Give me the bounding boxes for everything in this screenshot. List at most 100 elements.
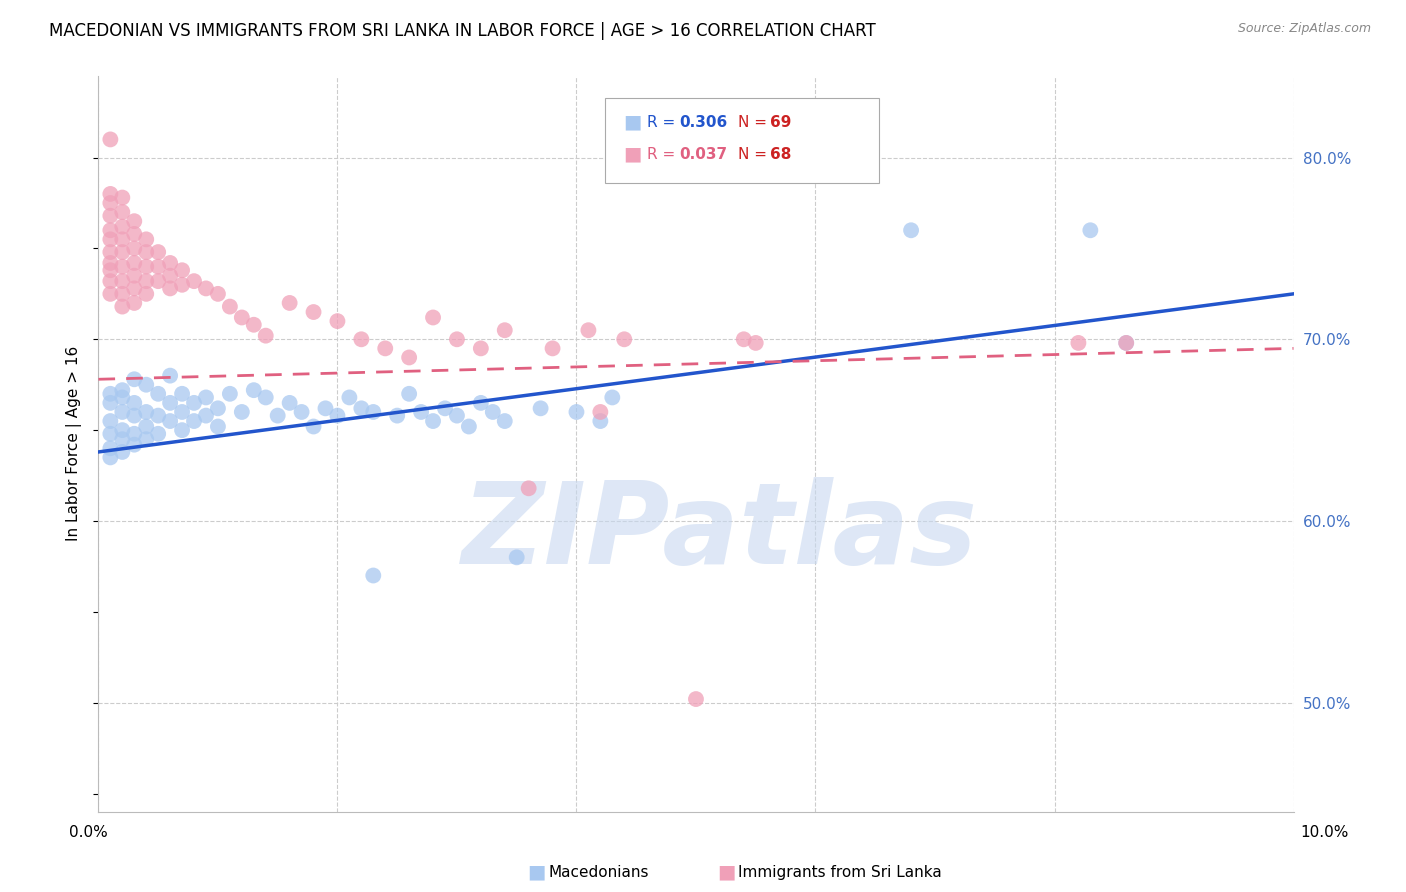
Point (124, 296, 146, 310)
Point (159, 256, 181, 270)
Point (98, 132, 122, 146)
Point (111, 245, 134, 260)
Point (111, 260, 134, 274)
Point (506, 550, 529, 565)
Point (98, 256, 122, 270)
Point (111, 205, 134, 219)
Point (98, 450, 122, 465)
Point (326, 409, 349, 423)
Point (148, 426, 170, 441)
Point (470, 342, 492, 356)
Point (159, 268, 181, 283)
Point (183, 274, 205, 288)
Point (148, 274, 170, 288)
Text: Source: ZipAtlas.com: Source: ZipAtlas.com (1237, 22, 1371, 36)
Point (124, 372, 146, 386)
Point (111, 286, 134, 301)
Point (135, 377, 157, 392)
Point (172, 423, 194, 437)
Point (135, 286, 157, 301)
Text: 0.037: 0.037 (679, 147, 727, 161)
Point (172, 277, 194, 292)
Text: ■: ■ (717, 863, 735, 882)
Point (98, 426, 122, 441)
Point (135, 432, 157, 446)
Point (98, 263, 122, 277)
Point (446, 409, 468, 423)
Point (446, 332, 468, 346)
Text: ■: ■ (623, 112, 641, 132)
Point (98, 414, 122, 428)
Point (745, 335, 768, 350)
Point (422, 310, 444, 325)
Point (124, 426, 146, 441)
Point (422, 414, 444, 428)
Point (124, 281, 146, 295)
Point (578, 323, 600, 337)
Point (613, 332, 636, 346)
Point (135, 419, 157, 434)
Text: N =: N = (738, 115, 772, 129)
Text: ■: ■ (623, 145, 641, 164)
Point (172, 263, 194, 277)
Point (374, 342, 396, 356)
Point (254, 391, 277, 405)
Point (231, 310, 253, 325)
Point (135, 274, 157, 288)
Point (207, 286, 229, 301)
Point (685, 692, 707, 706)
Point (183, 396, 205, 410)
Point (98, 274, 122, 288)
Point (254, 328, 277, 343)
Point (207, 419, 229, 434)
Point (124, 409, 146, 423)
Point (135, 405, 157, 419)
Point (111, 232, 134, 246)
Point (111, 391, 134, 405)
Point (494, 414, 516, 428)
Text: 68: 68 (770, 147, 792, 161)
Point (98, 223, 122, 237)
Point (98, 396, 122, 410)
Point (494, 323, 516, 337)
Point (482, 405, 505, 419)
Point (517, 481, 540, 495)
Point (111, 383, 134, 397)
Point (148, 409, 170, 423)
Point (135, 260, 157, 274)
Point (183, 414, 205, 428)
Text: MACEDONIAN VS IMMIGRANTS FROM SRI LANKA IN LABOR FORCE | AGE > 16 CORRELATION CH: MACEDONIAN VS IMMIGRANTS FROM SRI LANKA … (49, 22, 876, 40)
Point (411, 405, 433, 419)
Point (159, 281, 181, 295)
Y-axis label: In Labor Force | Age > 16: In Labor Force | Age > 16 (66, 346, 83, 541)
Point (243, 318, 266, 332)
Point (124, 256, 146, 270)
Point (98, 442, 122, 456)
Point (900, 223, 922, 237)
Point (207, 401, 229, 416)
Text: 69: 69 (770, 115, 792, 129)
Point (1115, 335, 1137, 350)
Point (243, 383, 266, 397)
Point (589, 414, 612, 428)
Point (98, 286, 122, 301)
Point (172, 405, 194, 419)
Text: N =: N = (738, 147, 772, 161)
Text: 0.0%: 0.0% (69, 825, 108, 839)
Point (148, 386, 170, 401)
Point (398, 386, 420, 401)
Point (278, 296, 301, 310)
Point (124, 268, 146, 283)
Text: 10.0%: 10.0% (1301, 825, 1348, 839)
Point (111, 300, 134, 314)
Point (350, 332, 373, 346)
Point (124, 214, 146, 228)
Point (159, 414, 181, 428)
Point (135, 232, 157, 246)
Point (135, 245, 157, 260)
Point (111, 445, 134, 459)
Point (278, 396, 301, 410)
Point (124, 227, 146, 241)
Point (111, 405, 134, 419)
Point (339, 391, 361, 405)
